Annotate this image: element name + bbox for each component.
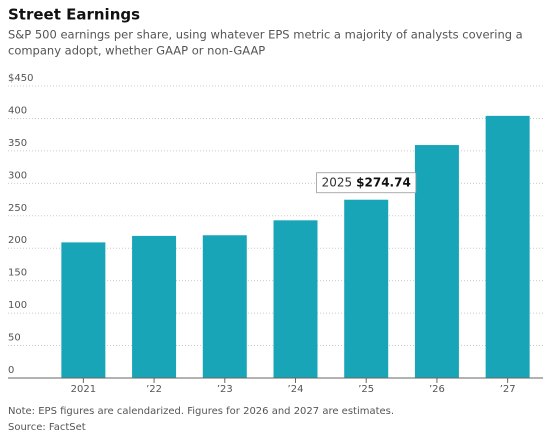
bar: [202, 235, 247, 378]
x-tick-label: ’22: [146, 384, 162, 395]
bar: [273, 220, 318, 378]
y-tick-label: 300: [8, 170, 27, 181]
y-tick-label: 100: [8, 300, 27, 311]
source: Source: FactSet: [8, 422, 86, 433]
y-tick-label: 400: [8, 105, 27, 116]
x-tick-label: ’25: [358, 384, 374, 395]
y-tick-label: 200: [8, 235, 27, 246]
x-tick-label: ’26: [429, 384, 445, 395]
bar: [344, 199, 389, 378]
x-tick-label: ’24: [288, 384, 304, 395]
note: Note: EPS figures are calendarized. Figu…: [8, 406, 394, 417]
y-tick-label: $450: [8, 73, 33, 84]
annotation-label: 2025: [322, 175, 353, 189]
bar: [485, 115, 530, 379]
y-tick-label: 250: [8, 203, 27, 214]
subtitle: company adopt, whether GAAP or non-GAAP: [8, 44, 265, 58]
x-tick-label: ’27: [500, 384, 516, 395]
annotation-box: [316, 172, 417, 194]
y-tick-label: 350: [8, 138, 27, 149]
value-label: $274.74: [356, 175, 411, 189]
annotation-text: 2025 $274.74: [322, 175, 411, 189]
bar: [132, 235, 177, 378]
annotation: 2025 $274.74: [316, 172, 417, 194]
subtitle: S&P 500 earnings per share, using whatev…: [8, 28, 523, 42]
bar: [61, 242, 106, 378]
x-tick-label: ’23: [217, 384, 233, 395]
y-tick-label: 150: [8, 268, 27, 279]
chart-title: Street Earnings: [8, 6, 140, 24]
x-tick-label: 2021: [71, 384, 96, 395]
bar: [414, 145, 459, 378]
y-tick-label: 50: [8, 333, 21, 344]
y-tick-label: 0: [8, 365, 14, 376]
